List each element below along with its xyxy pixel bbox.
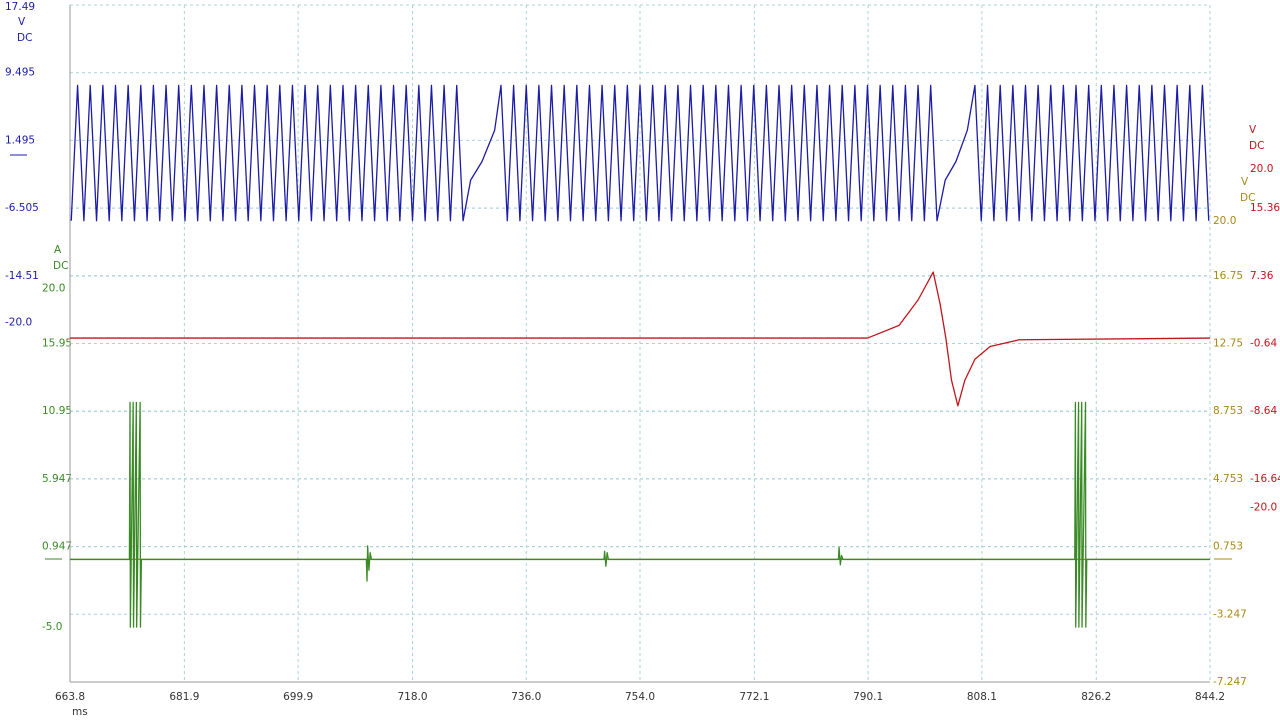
x-tick-label: 699.9 — [283, 691, 313, 703]
y-tick-label: 9.495 — [5, 67, 35, 79]
y-tick-label: 8.753 — [1213, 405, 1243, 417]
axis-limit-label: -5.0 — [42, 621, 63, 633]
y-tick-label: -8.64 — [1250, 405, 1277, 417]
x-tick-label: 790.1 — [853, 691, 883, 703]
x-tick-label: 844.2 — [1195, 691, 1225, 703]
y-tick-label: -0.64 — [1250, 338, 1277, 350]
y-tick-label: 17.49 — [5, 1, 35, 13]
x-tick-label: 826.2 — [1081, 691, 1111, 703]
y-tick-label: 12.75 — [1213, 338, 1243, 350]
axis-unit: V — [1241, 176, 1249, 188]
trace — [70, 401, 1210, 628]
x-tick-label: 808.1 — [967, 691, 997, 703]
trace — [70, 84, 1210, 222]
axis-unit: DC — [17, 32, 32, 44]
axis-unit: DC — [53, 260, 68, 272]
y-tick-label: -3.247 — [1213, 608, 1247, 620]
y-tick-label: 0.753 — [1213, 541, 1243, 553]
y-tick-label: 15.36 — [1250, 202, 1280, 214]
y-tick-label: 0.947 — [42, 541, 72, 553]
x-tick-label: 772.1 — [739, 691, 769, 703]
axis-limit-label: 20.0 — [42, 283, 65, 295]
axis-limit-label: -20.0 — [5, 316, 32, 328]
y-tick-label: -16.64 — [1250, 473, 1280, 485]
y-tick-label: 4.753 — [1213, 473, 1243, 485]
axis-limit-label: -20.0 — [1250, 501, 1277, 513]
axis-unit: V — [1249, 124, 1257, 136]
y-tick-label: 10.95 — [42, 405, 72, 417]
axis-unit: DC — [1240, 192, 1255, 204]
x-tick-label: 736.0 — [511, 691, 541, 703]
axis-unit: V — [18, 16, 26, 28]
x-tick-label: 754.0 — [625, 691, 655, 703]
y-tick-label: 5.947 — [42, 473, 72, 485]
axis-limit-label: 20.0 — [1250, 163, 1273, 175]
y-tick-label: 15.95 — [42, 337, 72, 349]
y-tick-label: -7.247 — [1213, 676, 1247, 688]
y-tick-label: -6.505 — [5, 202, 39, 214]
axis-unit: A — [54, 244, 62, 256]
trace — [70, 271, 1211, 407]
x-axis-label: ms — [72, 706, 88, 718]
axis-unit: DC — [1249, 140, 1264, 152]
y-tick-label: 1.495 — [5, 134, 35, 146]
y-tick-label: -14.51 — [5, 270, 39, 282]
x-tick-label: 663.8 — [55, 691, 85, 703]
y-tick-label: 7.36 — [1250, 270, 1274, 282]
y-tick-label: 16.75 — [1213, 270, 1243, 282]
axis-limit-label: 20.0 — [1213, 215, 1236, 227]
x-tick-label: 718.0 — [397, 691, 427, 703]
x-tick-label: 681.9 — [169, 691, 199, 703]
